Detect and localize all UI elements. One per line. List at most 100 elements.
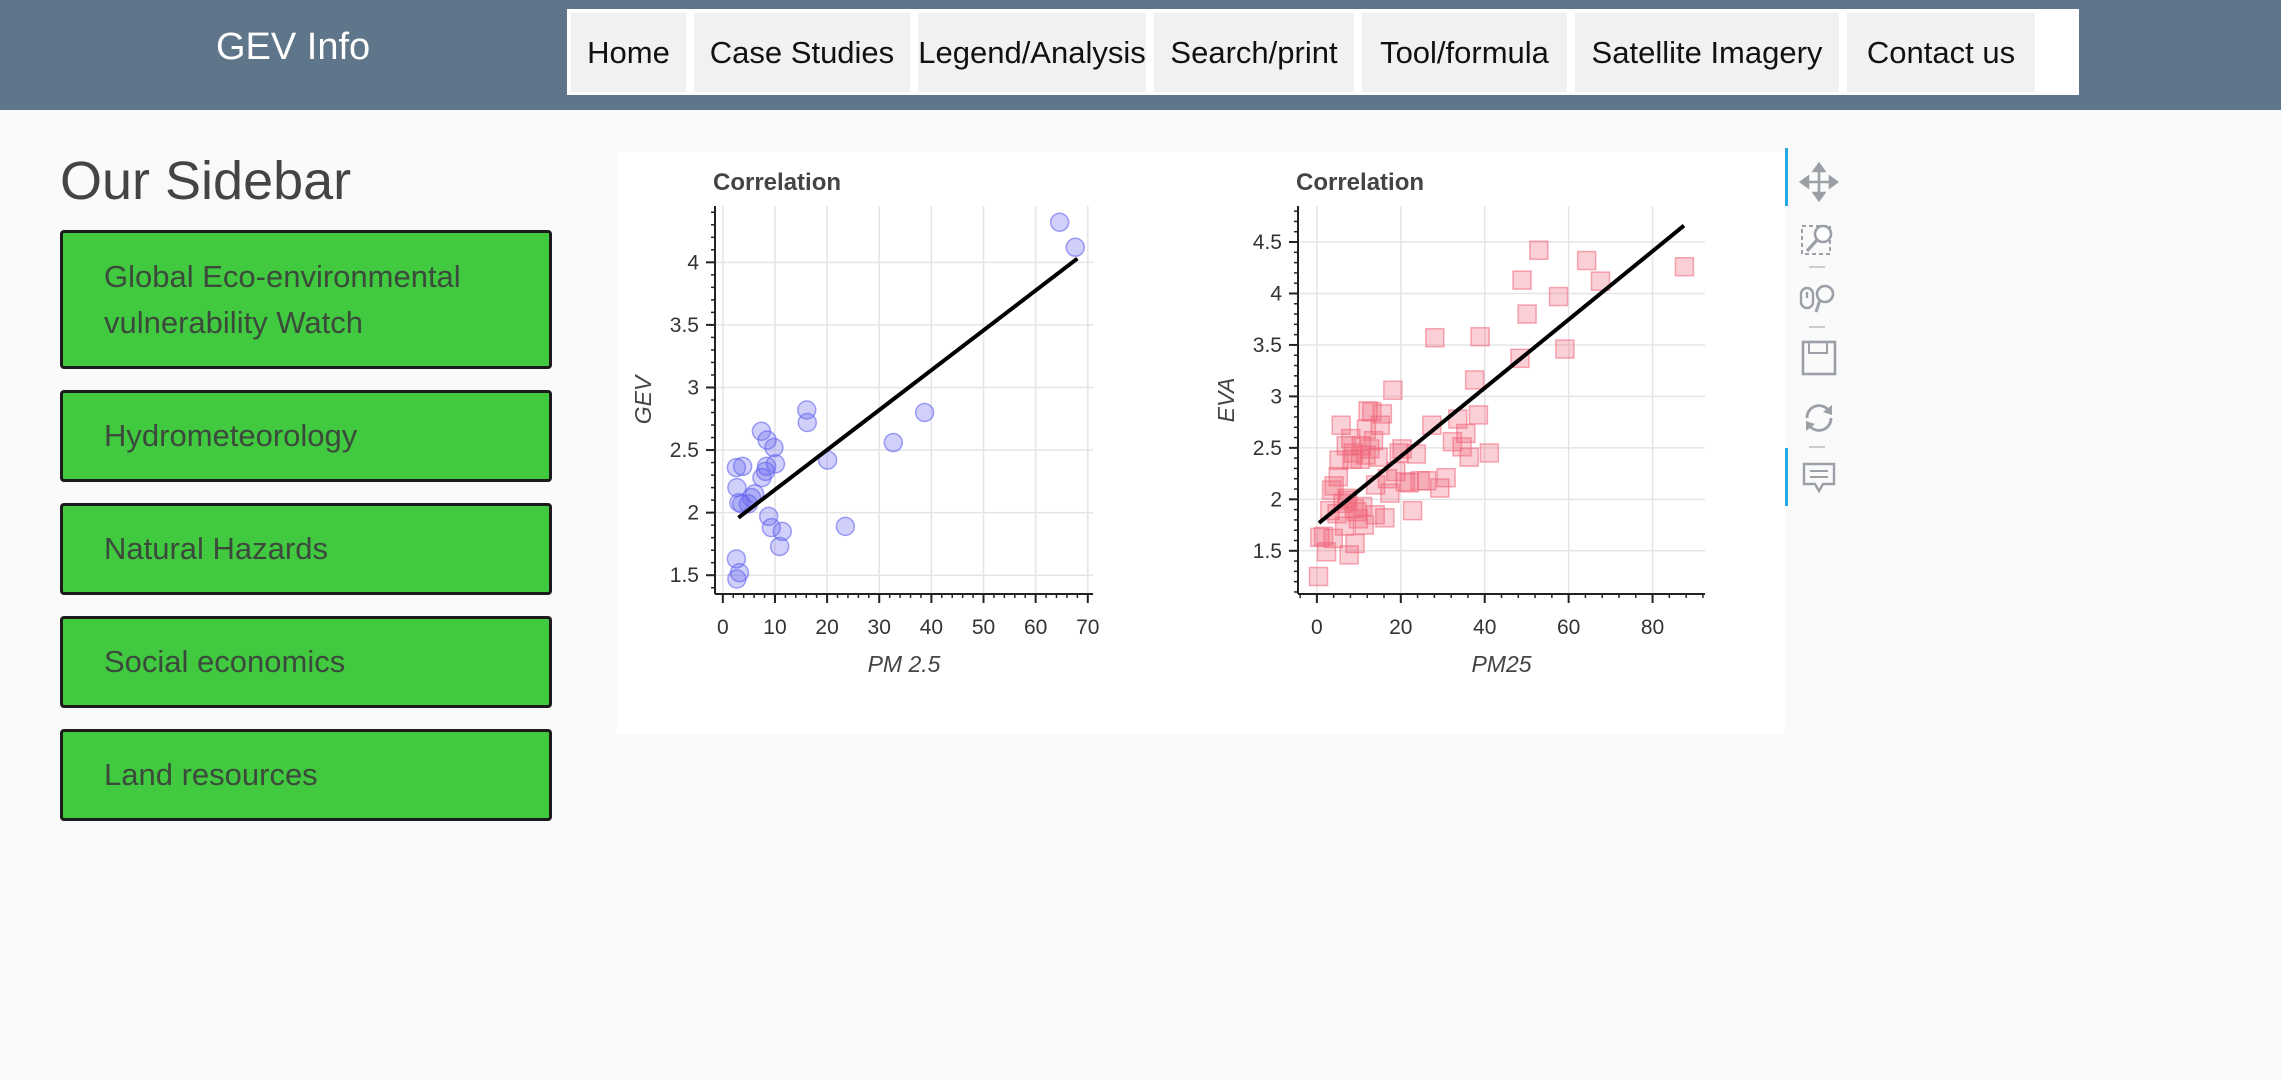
y-tick-label: 3.5 (670, 314, 699, 337)
data-point[interactable] (726, 457, 747, 478)
y-tick-label: 3 (1270, 385, 1282, 408)
reset-icon[interactable] (1799, 398, 1839, 438)
trend-line (1317, 224, 1686, 525)
data-point[interactable] (1436, 467, 1456, 488)
data-point[interactable] (1356, 419, 1377, 440)
data-point[interactable] (1308, 566, 1329, 587)
x-tick-label: 50 (972, 616, 995, 639)
chart-1: 0 10 20 30 40 50 60 70 1.5 2 2.5 3 3.5 4 Correlation PM… (630, 169, 1099, 677)
data-point[interactable] (729, 562, 750, 583)
data-point[interactable] (1345, 533, 1365, 554)
data-point[interactable] (1674, 256, 1695, 277)
data-point[interactable] (1049, 212, 1070, 233)
data-point[interactable] (772, 521, 793, 542)
data-point[interactable] (1576, 250, 1597, 271)
data-point[interactable] (797, 412, 818, 433)
save-icon[interactable] (1799, 338, 1839, 378)
y-tick-label: 2.5 (670, 439, 699, 462)
data-point[interactable] (1512, 270, 1532, 290)
brand-title[interactable]: GEV Info (216, 26, 371, 68)
data-point[interactable] (883, 432, 904, 453)
data-point[interactable] (1464, 370, 1485, 390)
data-point[interactable] (1354, 515, 1375, 535)
chart-2: 0 20 40 60 80 1.5 2 2.5 3 3.5 4 4.5 Correlation PM25 E… (1213, 169, 1705, 677)
box-zoom-icon[interactable] (1799, 220, 1839, 260)
data-point[interactable] (1323, 528, 1343, 549)
data-point[interactable] (1468, 405, 1489, 425)
data-point[interactable] (764, 437, 784, 458)
data-point[interactable] (757, 430, 777, 450)
active-tool-indicator (1785, 148, 1788, 206)
data-point[interactable] (1548, 286, 1569, 307)
data-point[interactable] (1425, 327, 1445, 348)
nav-item-case-studies[interactable]: Case Studies (694, 13, 910, 92)
hover-icon[interactable] (1799, 458, 1839, 498)
data-point[interactable] (1456, 423, 1476, 444)
nav-item-legend-analysis[interactable]: Legend/Analysis (918, 13, 1146, 92)
data-point[interactable] (758, 506, 779, 527)
y-tick-label: 1.5 (1253, 540, 1282, 563)
data-point[interactable] (1383, 380, 1403, 400)
data-point[interactable] (1380, 483, 1400, 503)
y-tick-label: 2.5 (1253, 437, 1282, 460)
plots-canvas[interactable]: 0 10 20 30 40 50 60 701.522.533.54CorrelationPM… (617, 152, 1785, 734)
nav-menu: Home Case Studies Legend/Analysis Search… (567, 9, 2079, 95)
y-tick-label: 4 (687, 251, 699, 274)
sidebar-item-global-eco-environmental[interactable]: Global Eco-environmental vulnerability W… (60, 230, 552, 369)
wheel-zoom-icon[interactable] (1799, 278, 1839, 318)
y-tick-label: 4 (1270, 282, 1282, 305)
top-navbar: GEV Info Home Case Studies Legend/Analys… (0, 0, 2281, 110)
data-point[interactable] (1430, 478, 1450, 498)
data-point[interactable] (914, 402, 935, 423)
x-tick-label: 60 (1557, 616, 1580, 639)
x-tick-label: 40 (1473, 616, 1496, 639)
data-point[interactable] (835, 516, 856, 537)
x-axis-label: PM25 (1471, 651, 1531, 677)
nav-item-contact-us[interactable]: Contact us (1847, 13, 2035, 92)
data-point[interactable] (1365, 505, 1385, 525)
x-tick-label: 20 (815, 616, 838, 639)
data-point[interactable] (1517, 304, 1537, 324)
data-point[interactable] (1555, 339, 1575, 359)
nav-item-satellite-imagery[interactable]: Satellite Imagery (1575, 13, 1839, 92)
data-point[interactable] (769, 536, 790, 557)
active-tool-indicator (1785, 448, 1788, 506)
data-point[interactable] (1479, 443, 1500, 463)
sidebar-item-land-resources[interactable]: Land resources (60, 729, 552, 821)
data-point[interactable] (1470, 326, 1490, 347)
data-point[interactable] (1328, 466, 1349, 487)
sidebar-item-hydrometeorology[interactable]: Hydrometeorology (60, 390, 552, 482)
x-tick-label: 0 (1311, 616, 1323, 639)
nav-item-search-print[interactable]: Search/print (1154, 13, 1354, 92)
data-point[interactable] (1590, 271, 1611, 291)
data-point[interactable] (1529, 240, 1549, 261)
toolbar-divider (1809, 446, 1825, 448)
x-tick-label: 0 (717, 616, 729, 639)
nav-item-home[interactable]: Home (571, 13, 686, 92)
sidebar-item-natural-hazards[interactable]: Natural Hazards (60, 503, 552, 595)
y-axis-label: GEV (630, 373, 656, 424)
data-point[interactable] (761, 517, 782, 538)
sidebar-item-social-economics[interactable]: Social economics (60, 616, 552, 708)
data-point[interactable] (1065, 237, 1086, 258)
y-tick-label: 1.5 (670, 564, 699, 587)
data-point[interactable] (732, 456, 753, 477)
data-point[interactable] (1402, 500, 1423, 521)
data-point[interactable] (1343, 443, 1364, 463)
x-tick-label: 70 (1076, 616, 1099, 639)
data-point[interactable] (1372, 404, 1393, 424)
chart-title: Correlation (713, 169, 841, 196)
nav-item-tool-formula[interactable]: Tool/formula (1362, 13, 1567, 92)
data-point[interactable] (1339, 545, 1359, 565)
data-point[interactable] (1344, 498, 1364, 519)
data-point[interactable] (1363, 430, 1384, 451)
toolbar-divider (1809, 266, 1825, 268)
data-point[interactable] (1368, 447, 1388, 467)
sidebar-title: Our Sidebar (60, 151, 352, 211)
data-point[interactable] (756, 456, 777, 477)
chart-title: Correlation (1296, 169, 1424, 196)
y-tick-label: 2 (687, 502, 699, 525)
y-tick-label: 3.5 (1253, 334, 1282, 357)
pan-icon[interactable] (1799, 162, 1839, 202)
data-point[interactable] (1459, 447, 1479, 467)
